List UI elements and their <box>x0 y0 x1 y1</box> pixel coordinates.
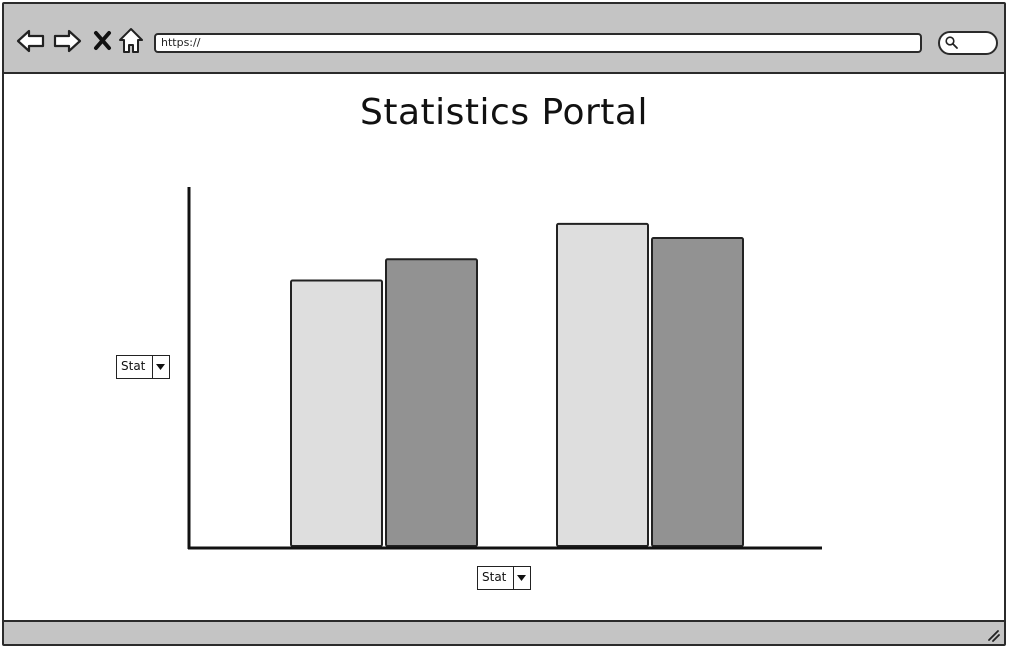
y-axis-select-value: Stat <box>121 359 146 373</box>
address-bar[interactable]: https:// <box>154 33 922 53</box>
bar-group2-series2 <box>651 237 744 548</box>
y-axis-select-chevron-down-icon[interactable] <box>152 356 169 378</box>
search-icon <box>945 36 958 49</box>
bar-group1-series1 <box>290 279 383 547</box>
x-axis-select-chevron-down-icon[interactable] <box>513 567 530 589</box>
browser-search-field[interactable] <box>938 31 998 55</box>
close-x-icon[interactable] <box>88 26 118 56</box>
status-bar <box>4 620 1004 644</box>
bars-layer <box>290 222 744 548</box>
y-axis-stat-select[interactable]: Stat <box>116 355 170 379</box>
back-arrow-icon[interactable] <box>16 26 46 56</box>
bar-group1-series2 <box>385 258 478 547</box>
x-axis-select-value: Stat <box>482 570 507 584</box>
bar-chart <box>187 187 822 550</box>
home-icon[interactable] <box>116 26 146 56</box>
page-content: Statistics Portal Stat Stat <box>4 74 1004 620</box>
bar-group2-series1 <box>556 222 649 548</box>
resize-grip-icon[interactable] <box>986 628 1000 642</box>
page-title: Statistics Portal <box>360 92 648 133</box>
forward-arrow-icon[interactable] <box>52 26 82 56</box>
browser-toolbar: https:// <box>4 4 1004 74</box>
x-axis-stat-select[interactable]: Stat <box>477 566 531 590</box>
